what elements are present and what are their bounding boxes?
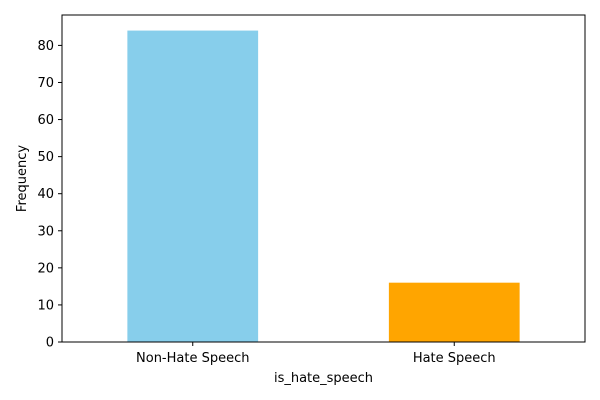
- y-tick-label: 50: [37, 150, 54, 165]
- y-tick-label: 0: [46, 336, 54, 351]
- x-axis-ticks: Non-Hate Speech Hate Speech: [136, 342, 496, 366]
- y-tick-label: 30: [37, 224, 54, 239]
- x-tick-label: Non-Hate Speech: [136, 351, 249, 366]
- y-tick-label: 20: [37, 261, 54, 276]
- x-tick-label: Hate Speech: [413, 351, 496, 366]
- plot-frame: [61, 14, 586, 343]
- y-tick-label: 10: [37, 298, 54, 313]
- y-tick-label: 70: [37, 76, 54, 91]
- bar-0: [127, 30, 259, 342]
- y-tick-label: 60: [37, 113, 54, 128]
- y-axis-ticks: 0 10 20 30 40 50 60 70 80: [37, 39, 62, 351]
- y-tick-label: 40: [37, 187, 54, 202]
- y-axis-label: Frequency: [15, 145, 30, 212]
- x-axis-label: is_hate_speech: [274, 371, 373, 386]
- bars-group: [127, 30, 520, 342]
- bar-1: [388, 282, 520, 342]
- y-tick-label: 80: [37, 39, 54, 54]
